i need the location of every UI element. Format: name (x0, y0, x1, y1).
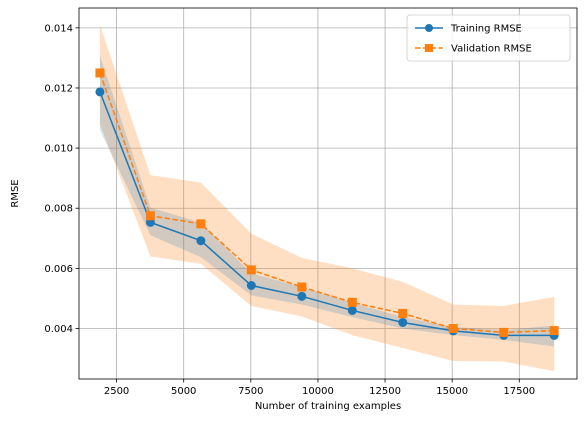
legend-marker (425, 24, 433, 32)
x-axis-label: Number of training examples (255, 401, 401, 412)
training-point (95, 87, 105, 97)
training-point (297, 291, 307, 301)
validation-point (145, 211, 155, 221)
legend: Training RMSE Validation RMSE (406, 14, 571, 62)
validation-line (99, 72, 555, 334)
series-markers (95, 68, 559, 340)
legend-marker (425, 44, 433, 52)
y-tick-label: 0.008 (44, 204, 73, 215)
x-tick-label: 5000 (171, 386, 196, 397)
y-tick-label: 0.014 (44, 23, 73, 34)
axes-frame (78, 7, 578, 380)
validation-point (499, 327, 509, 337)
validation-point (246, 265, 256, 275)
validation-point (95, 68, 105, 78)
training-point (196, 236, 206, 246)
x-tick-label: 2500 (104, 386, 129, 397)
series-lines (99, 72, 555, 337)
validation-point (549, 326, 559, 336)
confidence-bands (99, 24, 555, 372)
validation-point (196, 219, 206, 229)
x-tick-label: 7500 (238, 386, 263, 397)
legend-box (406, 14, 571, 62)
y-axis-label: RMSE (10, 179, 21, 207)
y-tick-label: 0.012 (44, 83, 73, 94)
training-line (99, 91, 555, 337)
training-point (347, 305, 357, 315)
validation-point (297, 282, 307, 292)
y-tick-label: 0.006 (44, 264, 73, 275)
validation-point (448, 323, 458, 333)
validation-point (398, 308, 408, 318)
x-tick-label: 12500 (369, 386, 401, 397)
validation-band (99, 24, 555, 372)
training-point (398, 317, 408, 327)
x-tick-label: 10000 (302, 386, 334, 397)
training-point (246, 280, 256, 290)
legend-label: Validation RMSE (451, 44, 532, 55)
validation-point (347, 297, 357, 307)
x-tick-label: 17500 (503, 386, 535, 397)
y-tick-label: 0.004 (44, 324, 73, 335)
legend-label: Training RMSE (450, 24, 522, 35)
axis-ticks: 2500 5000 7500 10000 12500 15000 17500 0.004 0.0… (44, 23, 535, 397)
x-tick-label: 15000 (436, 386, 468, 397)
y-tick-label: 0.010 (44, 144, 73, 155)
